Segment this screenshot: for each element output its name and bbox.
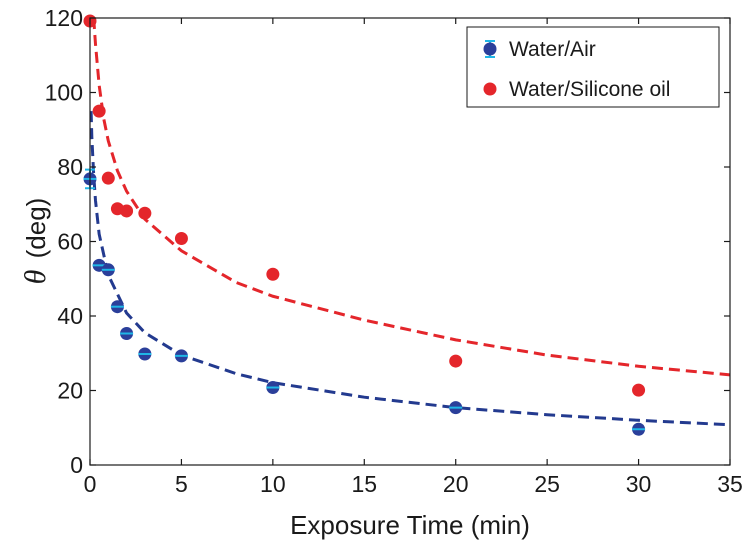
fit-curve-water-silicone-oil	[92, 17, 731, 377]
x-tick-label-4: 20	[443, 471, 469, 497]
legend-marker-water-air	[483, 42, 497, 56]
x-tick-label-3: 15	[351, 471, 377, 497]
y-tick-label-3: 60	[57, 229, 83, 255]
x-tick-label-5: 25	[534, 471, 560, 497]
x-tick-label-0: 0	[84, 471, 97, 497]
svg-text:θ (deg): θ (deg)	[19, 198, 52, 285]
y-axis-label-symbol: θ	[19, 269, 52, 284]
y-axis-label: θ (deg)	[19, 198, 52, 285]
y-tick-label-2: 40	[57, 303, 83, 329]
legend-label-water-air: Water/Air	[509, 38, 596, 61]
point-water-silicone-oil-4	[120, 204, 134, 218]
x-axis-label: Exposure Time (min)	[290, 510, 530, 540]
data-points	[83, 14, 646, 436]
legend: Water/Air Water/Silicone oil	[466, 26, 720, 108]
y-tick-label-0: 0	[70, 452, 83, 478]
legend-box	[466, 26, 720, 108]
point-water-silicone-oil-8	[449, 354, 463, 368]
point-water-silicone-oil-9	[632, 383, 646, 397]
x-tick-label-2: 10	[260, 471, 286, 497]
x-tick-label-6: 30	[626, 471, 652, 497]
y-tick-label-1: 20	[57, 378, 83, 404]
point-water-silicone-oil-1	[92, 104, 106, 118]
x-axis-ticks: 0 5 10 15 20 25 30 35	[84, 18, 743, 497]
y-tick-label-4: 80	[57, 154, 83, 180]
legend-marker-water-silicone-oil	[483, 82, 497, 96]
point-water-silicone-oil-5	[138, 206, 152, 220]
y-tick-label-5: 100	[45, 80, 83, 106]
legend-label-water-silicone-oil: Water/Silicone oil	[509, 78, 670, 101]
point-water-silicone-oil-6	[174, 232, 188, 246]
point-water-silicone-oil-7	[266, 267, 280, 281]
x-tick-label-7: 35	[717, 471, 743, 497]
x-tick-label-1: 5	[175, 471, 188, 497]
point-water-silicone-oil-2	[101, 171, 115, 185]
y-tick-label-6: 120	[45, 5, 83, 31]
y-axis-label-unit: (deg)	[21, 198, 51, 259]
y-axis-ticks: 0 20 40 60 80 100 120	[45, 5, 730, 478]
